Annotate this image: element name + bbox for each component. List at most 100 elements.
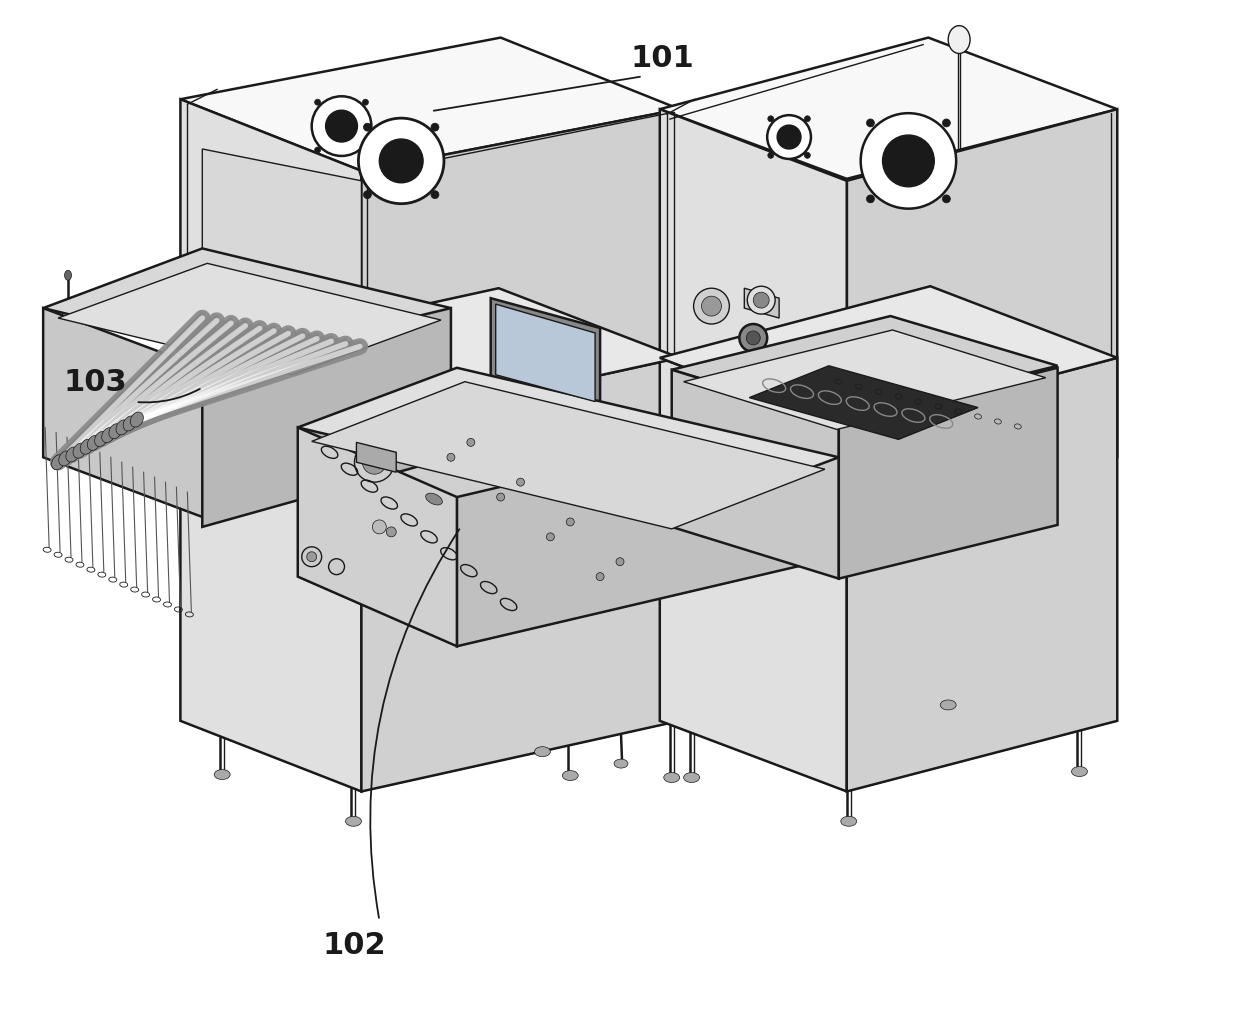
Circle shape bbox=[431, 123, 439, 131]
Polygon shape bbox=[202, 148, 362, 358]
Ellipse shape bbox=[64, 271, 72, 281]
Ellipse shape bbox=[58, 451, 72, 466]
Polygon shape bbox=[839, 368, 1058, 579]
Circle shape bbox=[804, 153, 810, 159]
Polygon shape bbox=[362, 109, 680, 427]
FancyArrowPatch shape bbox=[139, 388, 199, 403]
Polygon shape bbox=[660, 358, 846, 791]
Polygon shape bbox=[491, 298, 600, 408]
Polygon shape bbox=[660, 38, 1118, 179]
Circle shape bbox=[307, 552, 317, 561]
Circle shape bbox=[363, 190, 372, 198]
Ellipse shape bbox=[109, 424, 121, 438]
Circle shape bbox=[804, 116, 810, 122]
Ellipse shape bbox=[940, 700, 957, 710]
Polygon shape bbox=[660, 286, 930, 721]
Circle shape bbox=[566, 518, 574, 526]
Polygon shape bbox=[202, 308, 451, 527]
Circle shape bbox=[943, 119, 950, 127]
Polygon shape bbox=[181, 288, 498, 721]
Polygon shape bbox=[362, 358, 680, 791]
Ellipse shape bbox=[534, 746, 550, 757]
Polygon shape bbox=[181, 288, 680, 427]
Polygon shape bbox=[297, 368, 839, 517]
Circle shape bbox=[302, 547, 322, 566]
Circle shape bbox=[546, 533, 554, 541]
Polygon shape bbox=[43, 308, 202, 517]
Circle shape bbox=[694, 288, 730, 324]
Ellipse shape bbox=[1072, 767, 1088, 777]
Ellipse shape bbox=[52, 455, 64, 470]
Circle shape bbox=[746, 331, 761, 345]
Circle shape bbox=[747, 286, 776, 314]
Circle shape bbox=[701, 296, 721, 316]
Circle shape bbox=[326, 110, 357, 142]
Polygon shape bbox=[846, 358, 1118, 791]
Polygon shape bbox=[43, 248, 451, 368]
Polygon shape bbox=[297, 427, 457, 646]
Text: 101: 101 bbox=[631, 44, 695, 73]
Ellipse shape bbox=[948, 25, 970, 54]
Ellipse shape bbox=[116, 420, 129, 435]
Circle shape bbox=[753, 292, 769, 308]
Polygon shape bbox=[660, 109, 846, 529]
Ellipse shape bbox=[563, 771, 579, 780]
Circle shape bbox=[777, 125, 800, 148]
Ellipse shape bbox=[123, 416, 136, 431]
Ellipse shape bbox=[426, 493, 442, 504]
Polygon shape bbox=[745, 288, 779, 318]
Polygon shape bbox=[181, 358, 362, 791]
Circle shape bbox=[358, 118, 444, 203]
Ellipse shape bbox=[94, 431, 108, 446]
Circle shape bbox=[363, 451, 387, 474]
Text: 103: 103 bbox=[64, 367, 128, 397]
Polygon shape bbox=[457, 408, 839, 646]
Ellipse shape bbox=[684, 773, 700, 782]
Polygon shape bbox=[684, 330, 1046, 429]
Ellipse shape bbox=[346, 817, 362, 826]
Circle shape bbox=[328, 558, 344, 575]
Circle shape bbox=[363, 123, 372, 131]
Polygon shape bbox=[357, 442, 396, 472]
Polygon shape bbox=[181, 38, 680, 171]
Circle shape bbox=[363, 147, 368, 153]
Polygon shape bbox=[846, 109, 1118, 529]
Polygon shape bbox=[750, 366, 978, 439]
Circle shape bbox=[768, 116, 774, 122]
Polygon shape bbox=[297, 487, 839, 646]
Ellipse shape bbox=[66, 447, 79, 462]
Ellipse shape bbox=[88, 435, 100, 451]
Polygon shape bbox=[660, 286, 1118, 429]
Circle shape bbox=[431, 190, 439, 198]
Ellipse shape bbox=[81, 439, 93, 455]
Ellipse shape bbox=[664, 773, 680, 782]
Ellipse shape bbox=[841, 817, 856, 826]
Circle shape bbox=[616, 557, 624, 565]
Circle shape bbox=[866, 119, 875, 127]
Polygon shape bbox=[660, 650, 1118, 791]
Ellipse shape bbox=[102, 427, 115, 442]
Circle shape bbox=[312, 97, 372, 156]
Text: 102: 102 bbox=[322, 931, 387, 960]
Circle shape bbox=[768, 153, 774, 159]
Ellipse shape bbox=[73, 443, 85, 458]
FancyArrowPatch shape bbox=[370, 529, 460, 918]
Circle shape bbox=[596, 573, 605, 581]
Circle shape bbox=[447, 454, 455, 462]
Ellipse shape bbox=[130, 412, 144, 427]
Ellipse shape bbox=[214, 770, 230, 779]
Circle shape bbox=[315, 100, 321, 105]
Circle shape bbox=[740, 324, 767, 352]
Circle shape bbox=[517, 478, 524, 486]
Circle shape bbox=[943, 195, 950, 202]
Polygon shape bbox=[312, 381, 825, 529]
Polygon shape bbox=[58, 263, 441, 374]
Polygon shape bbox=[672, 316, 1058, 419]
Circle shape bbox=[882, 135, 934, 187]
Circle shape bbox=[379, 139, 422, 183]
Circle shape bbox=[387, 527, 396, 537]
Polygon shape bbox=[181, 650, 680, 791]
Circle shape bbox=[866, 195, 875, 202]
Circle shape bbox=[861, 113, 957, 208]
Polygon shape bbox=[496, 304, 595, 402]
